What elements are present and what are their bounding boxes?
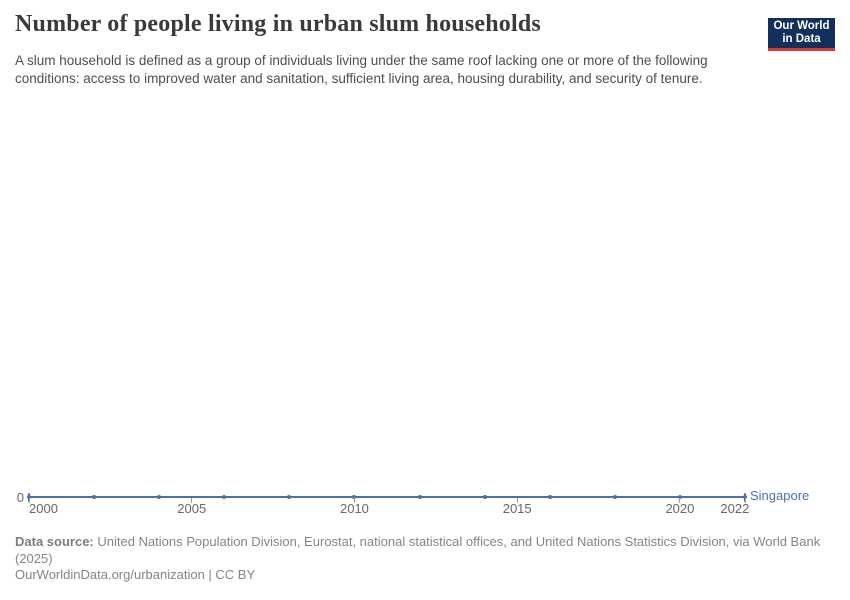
- logo-text-line2: in Data: [782, 33, 821, 45]
- data-point-marker: [547, 495, 552, 499]
- data-source-line: Data source: United Nations Population D…: [15, 534, 835, 567]
- x-axis-tick: [516, 498, 518, 503]
- logo-text-line1: Our World: [773, 20, 830, 32]
- owid-logo: Our World in Data: [768, 18, 835, 51]
- x-axis-tick-label: 2010: [339, 501, 369, 516]
- attribution-line: OurWorldinData.org/urbanization | CC BY: [15, 567, 256, 582]
- series-line: [29, 496, 745, 498]
- data-point-marker: [482, 495, 487, 499]
- data-point-marker: [287, 495, 292, 499]
- data-point-marker: [743, 495, 747, 499]
- x-axis-tick-label: 2005: [177, 501, 207, 516]
- x-axis-tick: [679, 498, 681, 503]
- x-axis-tick-label: 2000: [29, 501, 58, 516]
- chart-title: Number of people living in urban slum ho…: [15, 11, 541, 37]
- y-axis-zero-label: 0: [16, 490, 24, 505]
- data-point-marker: [222, 495, 227, 499]
- data-point-marker: [92, 495, 97, 499]
- x-axis-tick-label: 2015: [502, 501, 532, 516]
- data-point-marker: [27, 495, 31, 499]
- x-axis-tick-label: 2022: [720, 501, 750, 516]
- x-axis-tick: [353, 498, 355, 503]
- data-point-marker: [612, 495, 617, 499]
- entity-label: Singapore: [750, 488, 810, 503]
- chart-subtitle: A slum household is defined as a group o…: [15, 53, 708, 86]
- x-axis-tick: [191, 498, 193, 503]
- data-point-marker: [352, 495, 357, 499]
- data-point-marker: [417, 495, 422, 499]
- data-source-label: Data source:: [15, 534, 94, 549]
- x-axis-tick: [28, 498, 30, 503]
- logo-red-bar: [768, 48, 835, 51]
- x-axis-tick: [744, 498, 746, 503]
- data-point-marker: [157, 495, 162, 499]
- data-source-text: United Nations Population Division, Euro…: [15, 534, 821, 566]
- data-point-marker: [677, 495, 682, 499]
- x-axis-tick-label: 2020: [665, 501, 695, 516]
